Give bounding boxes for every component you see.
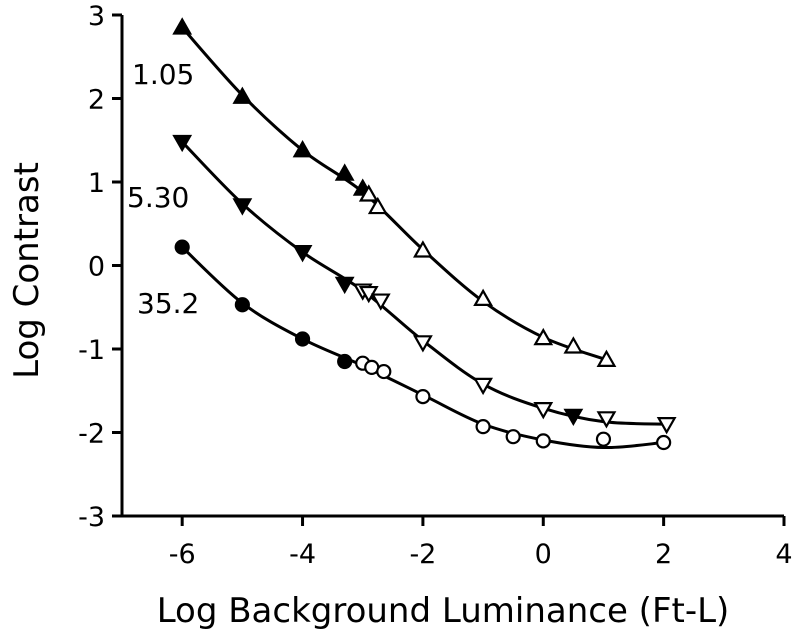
data-point [174, 239, 190, 255]
x-tick-label: 2 [655, 539, 672, 570]
x-axis-label: Log Background Luminance (Ft-L) [157, 591, 730, 631]
y-tick-label: -1 [78, 335, 105, 366]
data-point [232, 198, 253, 216]
data-point [232, 86, 253, 104]
data-point [292, 140, 313, 158]
data-point [533, 327, 554, 346]
data-point [473, 377, 493, 396]
data-point [358, 184, 379, 202]
series-label: 35.2 [137, 287, 199, 320]
data-point [172, 17, 193, 35]
data-point [595, 431, 612, 447]
y-tick-label: 2 [88, 85, 105, 116]
x-tick-label: -6 [169, 539, 196, 570]
x-ticks: -6 -4 -2 0 2 4 [169, 516, 793, 570]
y-tick-label: 3 [88, 1, 105, 32]
series-label: 5.30 [127, 181, 189, 214]
x-tick-label: 4 [775, 539, 792, 570]
x-tick-label: -2 [409, 539, 436, 570]
data-point [535, 433, 551, 449]
data-point [294, 331, 311, 347]
data-point [376, 363, 392, 380]
y-tick-label: 0 [88, 252, 105, 283]
x-tick-label: 0 [535, 539, 552, 570]
y-tick-label: 1 [88, 168, 105, 199]
data-point [413, 335, 433, 353]
data-point [656, 434, 672, 451]
data-point [334, 163, 355, 181]
data-point [533, 402, 554, 420]
series-curve [181, 246, 664, 450]
data-point [413, 240, 433, 258]
data-point [334, 276, 355, 295]
axes [120, 15, 784, 518]
data-markers [172, 17, 677, 451]
data-point [367, 196, 388, 215]
x-tick-label: -4 [289, 539, 316, 570]
data-point [370, 293, 391, 311]
y-tick-label: -2 [78, 419, 105, 450]
data-point [172, 134, 193, 153]
data-point [505, 429, 521, 445]
data-point [415, 388, 431, 405]
series-label: 1.05 [132, 58, 194, 91]
data-point [475, 419, 491, 435]
data-point [337, 353, 353, 370]
series-curve [181, 140, 667, 426]
data-point [656, 417, 677, 435]
y-ticks: 3 2 1 0 -1 -2 -3 [78, 1, 122, 533]
data-point [473, 288, 493, 306]
data-point [292, 245, 313, 263]
y-tick-label: -3 [78, 502, 105, 533]
data-point [596, 349, 617, 367]
fitted-curves [181, 26, 667, 450]
data-point [234, 297, 250, 313]
y-axis-label: Log Contrast [7, 162, 47, 379]
data-point [563, 336, 584, 354]
data-point [596, 411, 617, 429]
data-point [563, 408, 584, 427]
series-labels: 1.05 5.30 35.2 [127, 58, 199, 320]
